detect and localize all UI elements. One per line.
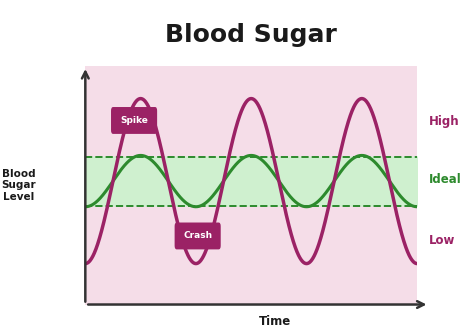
Text: Ideal: Ideal <box>429 173 462 186</box>
Text: Crash: Crash <box>183 231 212 240</box>
Text: High: High <box>429 115 460 128</box>
Text: Low: Low <box>429 234 456 247</box>
FancyBboxPatch shape <box>111 107 157 134</box>
FancyBboxPatch shape <box>174 222 221 249</box>
Text: Blood
Sugar
Level: Blood Sugar Level <box>1 169 36 202</box>
Text: Spike: Spike <box>120 116 148 125</box>
Text: Blood Sugar: Blood Sugar <box>165 23 337 47</box>
Text: Time: Time <box>259 315 291 328</box>
